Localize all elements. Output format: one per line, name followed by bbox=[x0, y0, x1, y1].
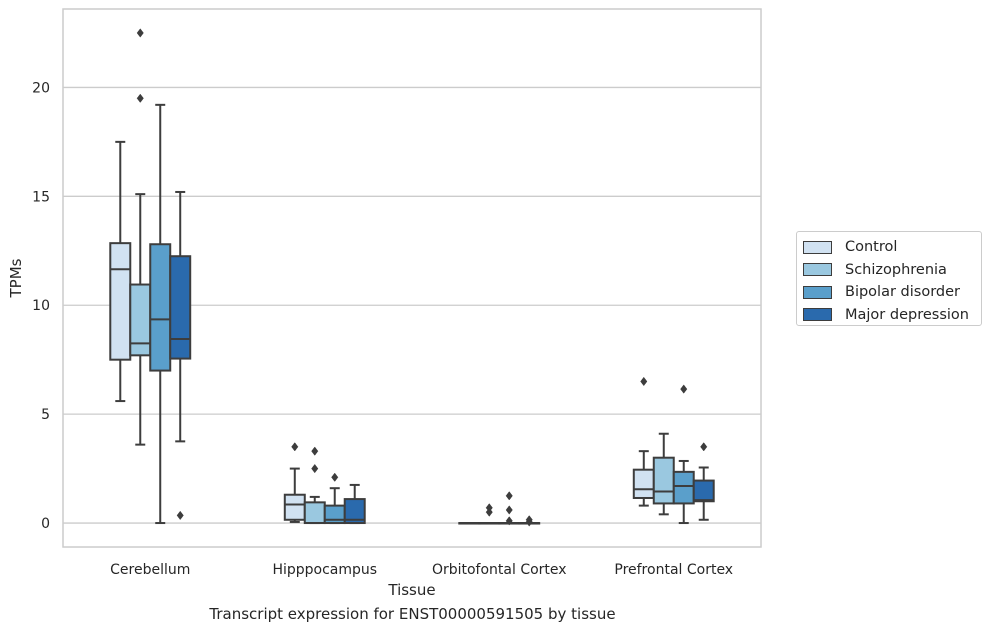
legend-label-bipolar-disorder: Bipolar disorder bbox=[845, 284, 960, 301]
x-tick-label-hipppocampus: Hipppocampus bbox=[272, 562, 377, 578]
plot-area-frame bbox=[62, 8, 762, 548]
x-tick-label-prefrontal-cortex: Prefrontal Cortex bbox=[614, 562, 733, 578]
outlier-point bbox=[311, 463, 319, 474]
box-body bbox=[632, 468, 655, 499]
box-body bbox=[169, 255, 192, 360]
box-body bbox=[149, 243, 172, 372]
legend-swatch-bipolar-disorder bbox=[803, 285, 832, 299]
box-prefrontal-cortex-control bbox=[632, 376, 655, 507]
outlier-point bbox=[311, 446, 319, 456]
box-body bbox=[303, 501, 326, 525]
outlier-point bbox=[505, 516, 513, 526]
legend-label-major-depression: Major depression bbox=[845, 306, 969, 323]
box-body bbox=[109, 242, 132, 361]
box-cerebellum-bipolar-disorder bbox=[149, 103, 172, 525]
x-axis-label: Tissue bbox=[387, 581, 435, 599]
outlier-point bbox=[525, 515, 533, 525]
legend-item-major-depression: Major depression bbox=[797, 304, 981, 327]
box-hipppocampus-schizophrenia bbox=[303, 446, 326, 525]
legend-swatch-major-depression bbox=[803, 308, 832, 322]
x-tick-label-orbitofontal-cortex: Orbitofontal Cortex bbox=[432, 562, 567, 578]
legend-label-schizophrenia: Schizophrenia bbox=[845, 261, 947, 278]
y-tick-label-20: 20 bbox=[32, 80, 50, 96]
outlier-point bbox=[505, 505, 513, 515]
legend-swatch-schizophrenia bbox=[803, 263, 832, 277]
outlier-point bbox=[680, 384, 688, 394]
box-hipppocampus-major-depression bbox=[343, 483, 366, 525]
legend-label-control: Control bbox=[845, 239, 898, 256]
outlier-point bbox=[331, 472, 339, 482]
box-cerebellum-control bbox=[109, 140, 132, 403]
box-body bbox=[129, 283, 152, 357]
box-orbitofontal-cortex-schizophrenia bbox=[478, 503, 501, 525]
box-orbitofontal-cortex-major-depression bbox=[518, 515, 541, 527]
figure-caption: Transcript expression for ENST0000059150… bbox=[209, 605, 616, 623]
outlier-point bbox=[136, 93, 144, 103]
y-tick-label-15: 15 bbox=[32, 189, 50, 205]
y-tick-labels: 0 5 10 15 20 bbox=[32, 80, 50, 532]
box-hipppocampus-control bbox=[283, 442, 306, 523]
legend-swatch-control bbox=[803, 240, 832, 254]
outlier-point bbox=[700, 442, 708, 452]
outlier-point bbox=[640, 376, 648, 387]
legend: Control Schizophrenia Bipolar disorder M… bbox=[796, 231, 982, 326]
box-body bbox=[672, 470, 695, 505]
box-cerebellum-major-depression bbox=[169, 190, 192, 521]
outlier-point bbox=[136, 28, 144, 38]
y-axis-label: TPMs bbox=[7, 258, 25, 298]
box-orbitofontal-cortex-control bbox=[458, 522, 481, 525]
box-cerebellum-schizophrenia bbox=[129, 28, 152, 446]
box-body bbox=[283, 493, 306, 521]
y-tick-label-5: 5 bbox=[41, 407, 50, 423]
x-tick-label-cerebellum: Cerebellum bbox=[110, 562, 190, 578]
box-body bbox=[692, 479, 715, 503]
outlier-point bbox=[291, 442, 299, 452]
outlier-point bbox=[505, 491, 513, 501]
legend-item-schizophrenia: Schizophrenia bbox=[797, 259, 981, 282]
outlier-point bbox=[485, 503, 493, 513]
legend-item-bipolar-disorder: Bipolar disorder bbox=[797, 281, 981, 304]
outlier-point bbox=[176, 510, 184, 521]
legend-item-control: Control bbox=[797, 236, 981, 259]
x-tick-labels: Cerebellum Hipppocampus Orbitofontal Corte… bbox=[110, 562, 733, 578]
y-tick-label-10: 10 bbox=[32, 298, 50, 314]
box-body bbox=[343, 498, 366, 525]
box-prefrontal-cortex-major-depression bbox=[692, 442, 715, 521]
y-tick-label-0: 0 bbox=[41, 516, 50, 532]
box-body bbox=[652, 456, 675, 505]
box-groups bbox=[109, 28, 715, 527]
